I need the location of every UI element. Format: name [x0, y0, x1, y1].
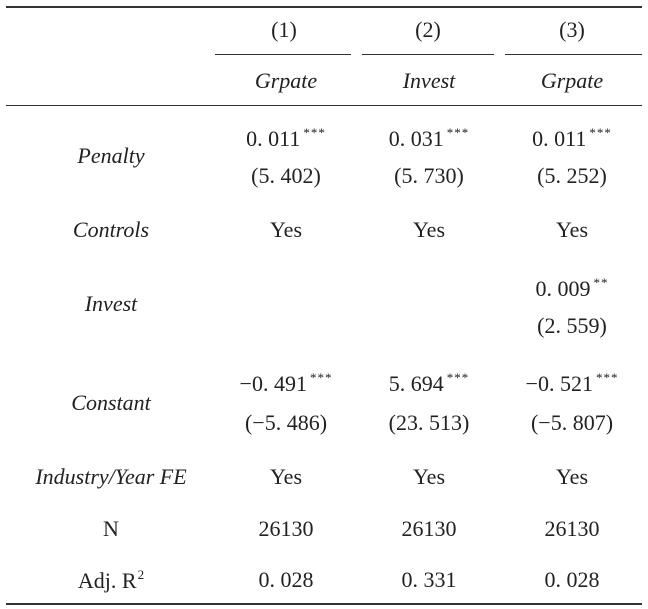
fe-col3: Yes: [555, 464, 589, 489]
invest-tstat-col3: (2. 559): [537, 313, 607, 338]
constant-coef-col3: −0. 521 ***: [525, 370, 619, 396]
row-label-n: N: [103, 516, 119, 541]
constant-tstat-col3: (−5. 807): [530, 410, 614, 435]
row-label-industry-year-fe: Industry/Year FE: [35, 464, 187, 489]
penalty-tstat-col3: (5. 252): [537, 163, 607, 188]
n-col2: 26130: [401, 516, 457, 541]
invest-coef-col3: 0. 009 **: [535, 275, 609, 301]
col1-dependent-variable: Grpate: [254, 68, 318, 93]
col3-dependent-variable: Grpate: [540, 68, 604, 93]
row-label-controls: Controls: [72, 217, 150, 242]
fe-col1: Yes: [269, 464, 303, 489]
col2-dependent-variable: Invest: [402, 68, 456, 93]
penalty-tstat-col1: (5. 402): [251, 163, 321, 188]
controls-col3: Yes: [555, 217, 589, 242]
col3-header-underline: [505, 54, 642, 55]
top-rule: [6, 6, 642, 8]
constant-tstat-col1: (−5. 486): [244, 410, 328, 435]
constant-tstat-col2: (23. 513): [388, 410, 470, 435]
penalty-coef-col2: 0. 031 ***: [388, 125, 470, 151]
adj-r2-col2: 0. 331: [401, 567, 457, 592]
row-label-adj-r2: Adj. R2: [77, 567, 145, 593]
row-label-constant: Constant: [71, 390, 151, 415]
adj-r2-col1: 0. 028: [258, 567, 314, 592]
col2-number: (2): [415, 17, 441, 42]
header-bottom-rule: [6, 105, 642, 106]
fe-col2: Yes: [412, 464, 446, 489]
bottom-rule: [6, 603, 642, 605]
constant-coef-col1: −0. 491 ***: [239, 370, 333, 396]
constant-coef-col2: 5. 694 ***: [388, 370, 470, 396]
col3-number: (3): [559, 17, 585, 42]
n-col1: 26130: [258, 516, 314, 541]
adj-r2-col3: 0. 028: [544, 567, 600, 592]
row-label-penalty: Penalty: [77, 143, 145, 168]
controls-col2: Yes: [412, 217, 446, 242]
row-label-invest: Invest: [84, 291, 138, 316]
penalty-coef-col3: 0. 011 ***: [532, 125, 612, 151]
penalty-tstat-col2: (5. 730): [394, 163, 464, 188]
n-col3: 26130: [544, 516, 600, 541]
col1-header-underline: [215, 54, 351, 55]
col2-header-underline: [362, 54, 494, 55]
controls-col1: Yes: [269, 217, 303, 242]
col1-number: (1): [271, 17, 297, 42]
penalty-coef-col1: 0. 011 ***: [246, 125, 326, 151]
